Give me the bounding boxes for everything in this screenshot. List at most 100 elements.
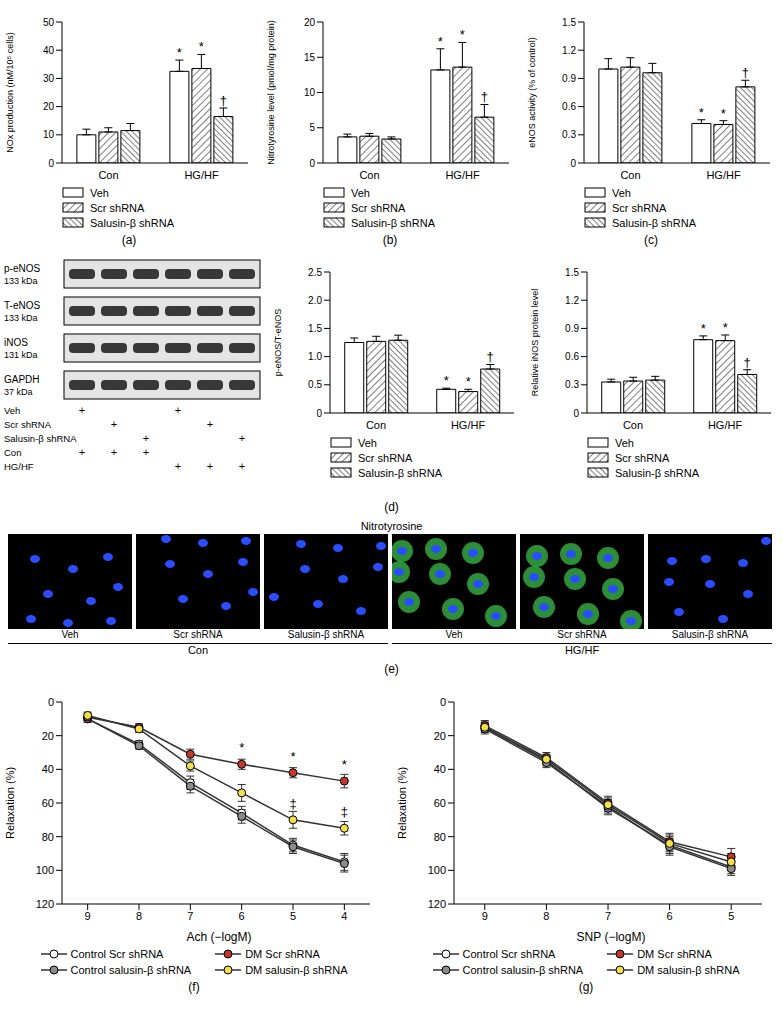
svg-text:HG/HF: HG/HF bbox=[445, 169, 480, 181]
svg-text:40: 40 bbox=[42, 763, 54, 775]
svg-text:Con: Con bbox=[98, 169, 118, 181]
svg-text:0.5: 0.5 bbox=[308, 379, 322, 390]
svg-text:GAPDH: GAPDH bbox=[4, 374, 40, 385]
svg-text:Veh: Veh bbox=[4, 405, 20, 416]
svg-text:8: 8 bbox=[543, 910, 549, 922]
svg-text:20: 20 bbox=[434, 730, 446, 742]
svg-text:30: 30 bbox=[43, 73, 55, 84]
svg-text:40: 40 bbox=[43, 45, 55, 56]
svg-text:*: * bbox=[699, 105, 704, 120]
svg-text:0: 0 bbox=[316, 408, 322, 419]
svg-text:Salusin-β shRNA: Salusin-β shRNA bbox=[4, 433, 77, 444]
svg-text:*: * bbox=[460, 27, 465, 42]
svg-text:0: 0 bbox=[573, 408, 579, 419]
svg-text:9: 9 bbox=[482, 910, 488, 922]
svg-text:15: 15 bbox=[304, 52, 316, 63]
svg-text:NOx production (nM/10⁵ cells): NOx production (nM/10⁵ cells) bbox=[5, 32, 15, 152]
svg-text:0.6: 0.6 bbox=[562, 101, 576, 112]
svg-text:†: † bbox=[481, 89, 488, 104]
svg-text:6: 6 bbox=[239, 910, 245, 922]
svg-text:120: 120 bbox=[36, 898, 54, 910]
svg-text:+: + bbox=[143, 432, 149, 444]
svg-text:0: 0 bbox=[570, 158, 576, 169]
svg-text:7: 7 bbox=[605, 910, 611, 922]
svg-text:2.0: 2.0 bbox=[308, 295, 322, 306]
svg-text:+: + bbox=[239, 432, 245, 444]
svg-text:‡: ‡ bbox=[341, 804, 348, 819]
svg-text:†: † bbox=[220, 93, 227, 108]
svg-text:HG/HF: HG/HF bbox=[184, 169, 219, 181]
svg-text:1.0: 1.0 bbox=[308, 351, 322, 362]
svg-text:*: * bbox=[239, 740, 244, 755]
svg-text:1.5: 1.5 bbox=[308, 323, 322, 334]
svg-text:0: 0 bbox=[48, 158, 54, 169]
svg-text:‡: ‡ bbox=[289, 796, 296, 811]
svg-text:8: 8 bbox=[136, 910, 142, 922]
svg-text:5: 5 bbox=[728, 910, 734, 922]
svg-text:Con: Con bbox=[4, 447, 21, 458]
svg-text:*: * bbox=[701, 321, 706, 336]
svg-text:+: + bbox=[175, 460, 181, 472]
svg-text:p-eNOS: p-eNOS bbox=[4, 263, 40, 274]
svg-text:0.3: 0.3 bbox=[565, 379, 579, 390]
svg-text:20: 20 bbox=[43, 101, 55, 112]
svg-text:131 kDa: 131 kDa bbox=[4, 350, 38, 360]
svg-text:80: 80 bbox=[42, 831, 54, 843]
svg-text:0: 0 bbox=[440, 696, 446, 708]
svg-text:†: † bbox=[487, 349, 494, 364]
svg-text:10: 10 bbox=[43, 129, 55, 140]
svg-text:HG/HF: HG/HF bbox=[708, 419, 743, 431]
svg-text:40: 40 bbox=[434, 763, 446, 775]
svg-text:*: * bbox=[721, 106, 726, 121]
svg-text:*: * bbox=[290, 749, 295, 764]
svg-text:HG/HF: HG/HF bbox=[706, 169, 741, 181]
svg-text:0.6: 0.6 bbox=[565, 351, 579, 362]
svg-text:6: 6 bbox=[667, 910, 673, 922]
svg-text:*: * bbox=[444, 373, 449, 388]
svg-text:Con: Con bbox=[623, 419, 643, 431]
svg-text:iNOS: iNOS bbox=[4, 337, 28, 348]
svg-text:+: + bbox=[207, 418, 213, 430]
svg-text:+: + bbox=[175, 404, 181, 416]
svg-text:Con: Con bbox=[366, 419, 386, 431]
svg-text:100: 100 bbox=[36, 864, 54, 876]
svg-text:*: * bbox=[438, 34, 443, 49]
svg-text:*: * bbox=[723, 320, 728, 335]
svg-text:+: + bbox=[239, 460, 245, 472]
svg-text:+: + bbox=[79, 446, 85, 458]
svg-text:eNOS activity (% of control): eNOS activity (% of control) bbox=[527, 37, 537, 148]
svg-text:0.9: 0.9 bbox=[565, 323, 579, 334]
svg-text:5: 5 bbox=[309, 122, 315, 133]
svg-text:+: + bbox=[111, 446, 117, 458]
svg-text:133 kDa: 133 kDa bbox=[4, 276, 38, 286]
svg-text:Con: Con bbox=[359, 169, 379, 181]
svg-text:1.2: 1.2 bbox=[565, 295, 579, 306]
svg-text:*: * bbox=[177, 45, 182, 60]
svg-text:37 kDa: 37 kDa bbox=[4, 387, 33, 397]
svg-text:*: * bbox=[342, 757, 347, 772]
svg-text:+: + bbox=[207, 460, 213, 472]
svg-text:T-eNOS: T-eNOS bbox=[4, 300, 40, 311]
svg-text:60: 60 bbox=[434, 797, 446, 809]
svg-text:+: + bbox=[143, 446, 149, 458]
svg-text:†: † bbox=[742, 65, 749, 80]
svg-text:80: 80 bbox=[434, 831, 446, 843]
svg-text:20: 20 bbox=[42, 730, 54, 742]
svg-text:Relaxation (%): Relaxation (%) bbox=[396, 767, 408, 839]
svg-text:50: 50 bbox=[43, 17, 55, 28]
svg-text:Con: Con bbox=[620, 169, 640, 181]
svg-text:HG/HF: HG/HF bbox=[451, 419, 486, 431]
svg-text:5: 5 bbox=[290, 910, 296, 922]
svg-text:p-eNOS/T-eNOS: p-eNOS/T-eNOS bbox=[273, 309, 283, 377]
svg-text:+: + bbox=[79, 404, 85, 416]
svg-text:Nitrotyrosine level (pmol/mg p: Nitrotyrosine level (pmol/mg protein) bbox=[266, 20, 276, 165]
svg-text:Relative iNOS protein level: Relative iNOS protein level bbox=[530, 289, 540, 397]
svg-text:†: † bbox=[744, 355, 751, 370]
svg-text:10: 10 bbox=[304, 87, 316, 98]
svg-text:2.5: 2.5 bbox=[308, 267, 322, 278]
svg-text:0.9: 0.9 bbox=[562, 73, 576, 84]
svg-text:0: 0 bbox=[309, 158, 315, 169]
svg-text:HG/HF: HG/HF bbox=[4, 461, 34, 472]
svg-text:1.5: 1.5 bbox=[565, 267, 579, 278]
svg-text:1.2: 1.2 bbox=[562, 45, 576, 56]
